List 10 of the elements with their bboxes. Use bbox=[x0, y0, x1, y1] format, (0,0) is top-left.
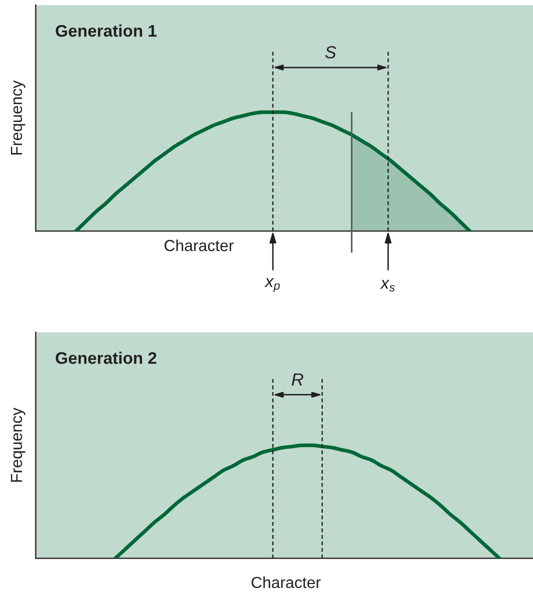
x-axis-title: Character bbox=[252, 576, 321, 588]
y-axis-title: Frequency bbox=[10, 80, 26, 155]
chart-title: Generation 1 bbox=[56, 24, 157, 37]
text: S bbox=[325, 46, 336, 58]
chart-title: Generation 2 bbox=[56, 352, 156, 364]
y-axis-title: Frequency bbox=[10, 408, 26, 482]
x-axis-title: Character bbox=[164, 239, 234, 252]
text: x$_{s}$ bbox=[380, 280, 395, 292]
text: R bbox=[292, 374, 304, 386]
text: x$_{p}$ bbox=[264, 278, 280, 292]
